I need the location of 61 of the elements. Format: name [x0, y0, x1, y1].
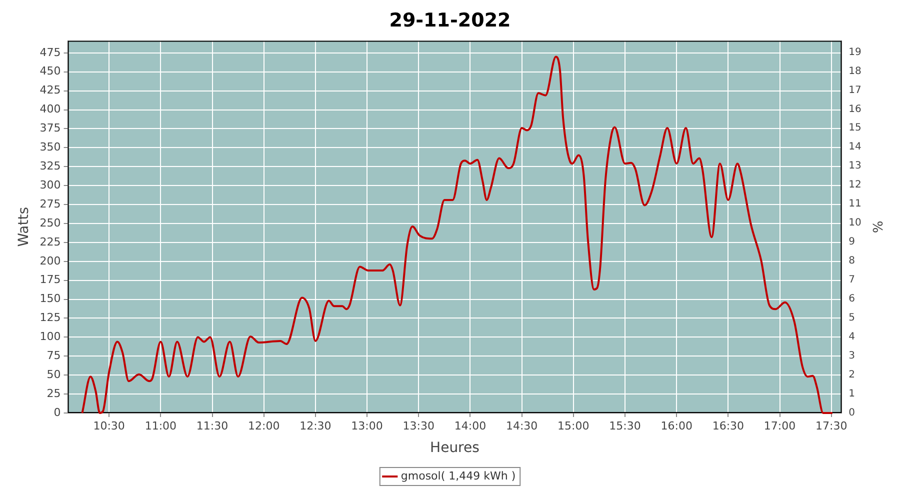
y-tick-label: 425 — [40, 84, 61, 97]
x-tick-label: 16:30 — [712, 419, 744, 432]
y2-tick-label: 17 — [848, 84, 862, 96]
y2-tick-label: 19 — [848, 46, 862, 58]
y-tick-label: 200 — [40, 254, 61, 268]
y-tick-label: 350 — [40, 140, 61, 154]
line-series — [81, 56, 834, 414]
y-tick-label: 75 — [46, 349, 61, 362]
y2-tick-label: 15 — [848, 122, 862, 134]
y2-tick-label: 7 — [848, 274, 856, 286]
y2-tick-label: 1 — [848, 388, 856, 400]
x-tick-label: 13:30 — [402, 419, 434, 432]
y2-tick-label: 2 — [848, 370, 856, 381]
y-tick-label: 450 — [40, 64, 61, 78]
y-tick-label: 275 — [40, 197, 61, 210]
x-tick-label: 11:30 — [196, 419, 228, 432]
x-tick-label: 14:30 — [506, 419, 538, 432]
y2-tick-label: 0 — [848, 408, 856, 419]
y2-tick-label: 13 — [848, 160, 862, 172]
y2-tick-label: 3 — [848, 350, 856, 362]
x-tick-label: 12:30 — [300, 419, 332, 432]
x-tick-label: 16:00 — [660, 419, 692, 432]
y2-tick-label: 14 — [848, 142, 862, 153]
x-tick-label: 15:00 — [558, 419, 590, 432]
x-tick-label: 13:00 — [351, 419, 383, 432]
y-tick-label: 225 — [40, 235, 61, 248]
x-tick-label: 11:00 — [144, 419, 177, 432]
y-tick-label: 400 — [40, 102, 61, 116]
x-tick-label: 14:00 — [454, 419, 486, 432]
y2-tick-label: 8 — [848, 256, 856, 267]
y2-tick-label: 5 — [848, 312, 856, 324]
y-tick-label: 125 — [40, 311, 61, 324]
x-tick-label: 17:00 — [764, 419, 796, 432]
y2-tick-label: 18 — [848, 66, 862, 77]
y-tick-label: 375 — [40, 122, 61, 135]
y2-tick-label: 12 — [848, 180, 862, 191]
x-tick-label: 17:30 — [816, 419, 848, 432]
y-tick-label: 150 — [40, 292, 61, 306]
y-tick-label: 25 — [46, 386, 61, 400]
y2-tick-label: 16 — [848, 104, 862, 115]
y-tick-label: 475 — [40, 46, 61, 59]
y2-tick-label: 10 — [848, 218, 862, 229]
y2-axis-title: % — [868, 220, 884, 234]
legend-label: gmosol( 1,449 kWh ) — [400, 469, 516, 482]
y2-tick-label: 6 — [848, 294, 856, 305]
y-tick-label: 175 — [40, 273, 61, 286]
x-axis-title: Heures — [430, 440, 480, 456]
x-tick-label: 10:30 — [93, 419, 125, 432]
y2-tick-label: 4 — [848, 332, 856, 343]
x-tick-label: 12:00 — [248, 419, 280, 432]
y-tick-label: 250 — [40, 216, 61, 230]
y-tick-label: 300 — [40, 178, 61, 192]
y-axis-title: Watts — [16, 206, 32, 247]
x-tick-label: 15:30 — [609, 419, 641, 432]
y2-tick-label: 11 — [848, 198, 862, 210]
y2-tick-label: 9 — [848, 236, 856, 248]
y-tick-label: 100 — [40, 330, 61, 344]
y-tick-label: 325 — [40, 159, 61, 172]
y-tick-label: 50 — [46, 368, 61, 381]
chart-title: 29-11-2022 — [389, 9, 511, 32]
y-tick-label: 0 — [54, 406, 61, 419]
